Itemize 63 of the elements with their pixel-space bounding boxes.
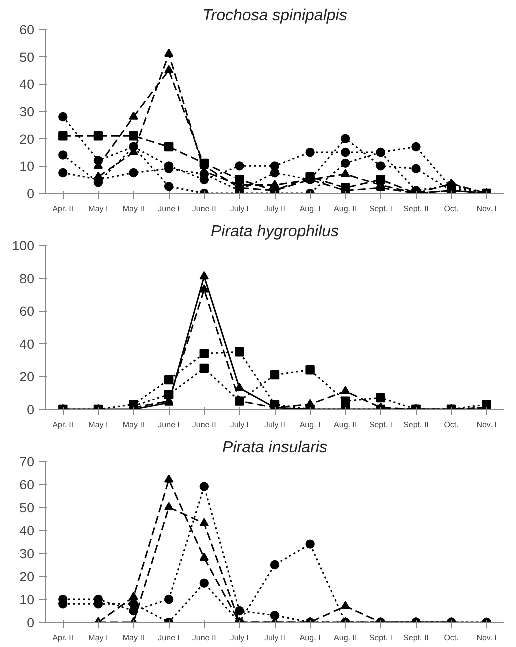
x-tick-label: Apr. II xyxy=(52,420,74,430)
x-tick-label: Apr. II xyxy=(52,204,74,214)
x-tick-label: Sept. II xyxy=(404,204,429,214)
x-tick-label: Sept. I xyxy=(369,420,392,430)
y-tick-label: 50 xyxy=(20,500,35,516)
x-tick-label: June I xyxy=(158,420,180,430)
y-tick-label: 20 xyxy=(20,370,35,385)
x-tick-label: May II xyxy=(122,204,145,214)
x-tick-label: July I xyxy=(230,634,250,642)
y-tick-label: 40 xyxy=(20,336,35,352)
y-tick-label: 30 xyxy=(20,104,35,120)
x-tick-label: June II xyxy=(192,634,216,642)
x-tick-label: Aug. II xyxy=(334,420,358,430)
y-tick-label: 60 xyxy=(20,22,35,38)
x-tick-label: July II xyxy=(264,634,286,642)
x-tick-label: May I xyxy=(88,420,108,430)
x-tick-label: May I xyxy=(88,204,108,214)
x-tick-label: Nov. I xyxy=(476,204,498,214)
y-tick-label: 40 xyxy=(20,524,35,538)
x-tick-label: Nov. I xyxy=(476,634,498,642)
x-tick-label: Oct. xyxy=(444,634,459,642)
y-tick-label: 20 xyxy=(20,132,35,147)
x-tick-label: June I xyxy=(158,634,180,642)
x-tick-label: Aug. II xyxy=(334,634,358,642)
chart-title: Pirata insularis xyxy=(222,440,328,456)
y-tick-label: 60 xyxy=(20,304,35,320)
y-tick-label: 80 xyxy=(20,271,35,286)
x-tick-label: Sept. I xyxy=(369,204,392,214)
y-tick-label: 0 xyxy=(27,402,35,418)
y-tick-label: 40 xyxy=(20,77,35,92)
x-tick-label: July I xyxy=(230,204,250,214)
x-tick-label: June I xyxy=(158,204,180,214)
x-tick-label: July II xyxy=(264,420,286,430)
x-tick-label: Sept. II xyxy=(404,634,429,642)
x-tick-label: Aug. I xyxy=(300,634,321,642)
x-tick-label: Apr. II xyxy=(52,634,74,642)
y-tick-label: 50 xyxy=(20,50,35,65)
x-tick-label: Sept. II xyxy=(404,420,429,430)
x-tick-label: Aug. I xyxy=(300,204,321,214)
x-tick-label: Aug. II xyxy=(334,204,358,214)
y-tick-label: 30 xyxy=(20,546,35,562)
y-tick-label: 100 xyxy=(12,238,35,254)
x-tick-label: Nov. I xyxy=(476,420,498,430)
x-tick-label: Oct. xyxy=(444,204,459,214)
y-tick-label: 10 xyxy=(20,592,35,608)
y-tick-label: 60 xyxy=(20,478,35,492)
chart-title: Trochosa spinipalpis xyxy=(202,8,348,24)
y-tick-label: 20 xyxy=(20,570,35,584)
x-tick-label: Oct. xyxy=(444,420,459,430)
x-tick-label: May II xyxy=(122,634,145,642)
chart-title: Pirata hygrophilus xyxy=(210,224,340,240)
y-tick-label: 0 xyxy=(27,616,35,630)
y-tick-label: 10 xyxy=(20,159,35,174)
x-tick-label: Aug. I xyxy=(300,420,321,430)
x-tick-label: June II xyxy=(192,204,216,214)
y-tick-label: 70 xyxy=(20,454,35,470)
x-tick-label: July II xyxy=(264,204,286,214)
x-tick-label: Sept. I xyxy=(369,634,392,642)
x-tick-label: May II xyxy=(122,420,145,430)
x-tick-label: June II xyxy=(192,420,216,430)
y-tick-label: 0 xyxy=(27,186,35,202)
x-tick-label: July I xyxy=(230,420,250,430)
x-tick-label: May I xyxy=(88,634,108,642)
